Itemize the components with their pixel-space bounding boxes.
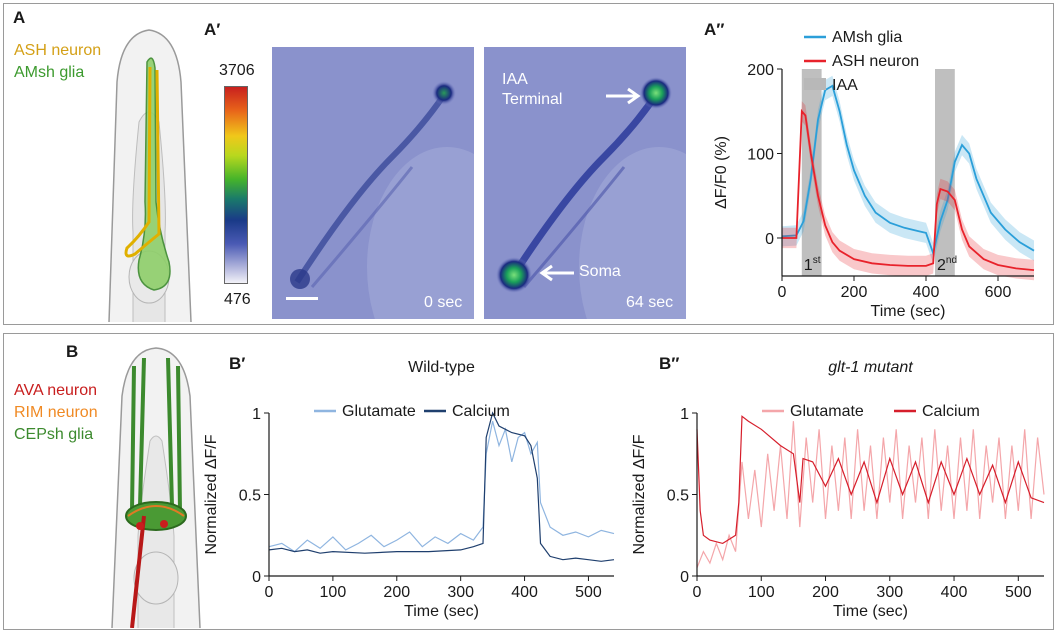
series-line-2 <box>696 415 1045 545</box>
x-axis-label: Time (sec) <box>833 603 908 620</box>
y-axis-label: Normalized ΔF/F <box>204 434 220 554</box>
series-line-2 <box>782 108 1035 271</box>
legend-swatch-stimulus <box>804 78 826 90</box>
colorbar <box>224 86 248 284</box>
x-tick-label: 500 <box>1005 584 1032 601</box>
x-tick-label: 300 <box>876 584 903 601</box>
calcium-image-64sec <box>484 47 686 319</box>
annotation-iaa-terminal: IAA Terminal <box>502 71 563 108</box>
y-tick-label: 0 <box>252 569 261 586</box>
cartoon-label-cepsh: CEPsh glia <box>14 426 94 443</box>
scale-bar <box>286 297 318 300</box>
panel-label-a1: A′ <box>204 20 221 39</box>
series-line-1 <box>696 421 1045 569</box>
y-tick-label: 1 <box>252 406 261 423</box>
x-tick-label: 400 <box>511 584 538 601</box>
panel-a: A A′ A″ ASH neuron AMsh glia 3706 476 0 … <box>3 3 1054 325</box>
chart-title: glt-1 mutant <box>828 359 913 376</box>
series-line-1 <box>268 421 615 553</box>
legend-label-1: Glutamate <box>790 403 864 420</box>
calcium-image-0sec <box>272 47 474 319</box>
x-tick-label: 400 <box>913 284 940 301</box>
series-line-2 <box>268 411 615 562</box>
y-tick-label: 1 <box>680 406 689 423</box>
annotation-soma: Soma <box>579 263 621 280</box>
cepsh-glia-shape <box>130 357 182 512</box>
x-tick-label: 0 <box>693 584 702 601</box>
cartoon-label-ava: AVA neuron <box>14 382 98 399</box>
chart-title: Wild-type <box>408 359 475 376</box>
panel-label-b1: B′ <box>229 354 246 373</box>
x-tick-label: 200 <box>383 584 410 601</box>
x-tick-label: 0 <box>265 584 274 601</box>
arrow-terminal-icon <box>606 87 641 105</box>
x-axis-label: Time (sec) <box>404 603 479 620</box>
series-band-2 <box>782 101 1034 281</box>
series-band-1 <box>782 75 1034 264</box>
panel-b: B B′ B″ AVA neuron RIM neuron CEPsh glia… <box>3 333 1054 630</box>
panel-label-a: A <box>13 8 26 27</box>
cartoon-label-ash: ASH neuron <box>14 42 102 59</box>
y-tick-label: 0.5 <box>667 488 689 505</box>
cartoon-label-rim: RIM neuron <box>14 404 98 421</box>
y-tick-label: 100 <box>747 146 774 163</box>
legend-label-2: Calcium <box>452 403 510 420</box>
y-axis-label: Normalized ΔF/F <box>632 434 648 554</box>
x-tick-label: 100 <box>748 584 775 601</box>
y-tick-label: 0 <box>765 231 774 248</box>
colorbar-max-label: 3706 <box>219 62 255 79</box>
panel-label-b: B <box>66 342 79 361</box>
amsh-glia-shape <box>137 57 171 291</box>
ash-neuron-shape <box>124 66 161 258</box>
panel-label-b2: B″ <box>659 354 680 373</box>
legend-label-2: Calcium <box>922 403 980 420</box>
arrow-soma-icon <box>539 264 574 282</box>
y-tick-label: 200 <box>747 62 774 79</box>
y-tick-label: 0 <box>680 569 689 586</box>
legend-label-stimulus: IAA <box>832 77 858 94</box>
time-label-64: 64 sec <box>626 294 674 311</box>
y-tick-label: 0.5 <box>239 488 261 505</box>
colorbar-min-label: 476 <box>224 291 251 308</box>
x-tick-label: 200 <box>812 584 839 601</box>
chart-b2: glt-1 mutant 0 100 200 300 400 500 0 0.5 1 Time (s… <box>632 359 1045 620</box>
legend-label-2: ASH neuron <box>832 53 919 70</box>
x-tick-label: 500 <box>575 584 602 601</box>
panel-label-a2: A″ <box>704 20 725 39</box>
x-tick-label: 300 <box>447 584 474 601</box>
x-tick-label: 600 <box>985 284 1012 301</box>
x-axis-label: Time (sec) <box>871 303 946 320</box>
worm-cartoon-b <box>111 347 201 628</box>
y-axis-label: ΔF/F0 (%) <box>713 136 730 209</box>
chart-b1: Wild-type 0 100 200 300 400 500 0 0.5 1 Time (sec)… <box>204 359 615 620</box>
x-tick-label: 400 <box>941 584 968 601</box>
series-line-1 <box>781 84 1035 257</box>
legend-label-1: AMsh glia <box>832 29 902 46</box>
time-label-0: 0 sec <box>424 294 463 311</box>
worm-cartoon-a <box>108 29 192 322</box>
legend-label-1: Glutamate <box>342 403 416 420</box>
x-tick-label: 200 <box>841 284 868 301</box>
cartoon-label-amsh: AMsh glia <box>14 64 85 81</box>
ava-neuron-shape <box>130 515 146 628</box>
x-tick-label: 100 <box>320 584 347 601</box>
x-tick-label: 0 <box>778 284 787 301</box>
